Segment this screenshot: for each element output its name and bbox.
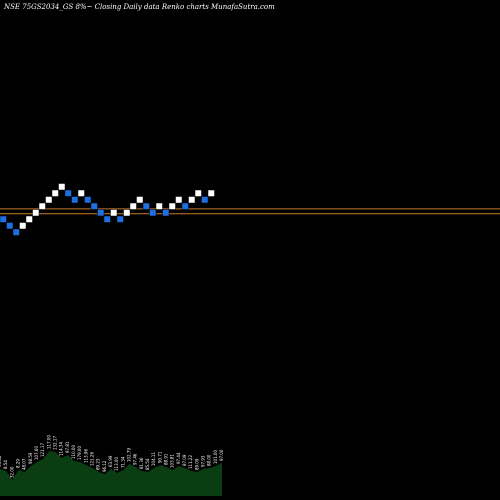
volume-label: 71.34 [120, 456, 125, 468]
renko-brick-up [45, 196, 53, 204]
volume-label: 95.46 [0, 455, 2, 467]
volume-label: 97.93 [201, 455, 206, 467]
volume-label: 63.99 [108, 455, 113, 467]
renko-brick-down [149, 209, 157, 217]
reference-lines [0, 208, 500, 215]
renko-brick-up [155, 202, 163, 210]
renko-brick-down [97, 209, 105, 217]
renko-brick-down [116, 215, 124, 223]
volume-label: 103.81 [170, 454, 175, 468]
renko-brick-down [90, 202, 98, 210]
volume-label: 32.00 [9, 466, 14, 478]
volume-label: 89.09 [194, 458, 199, 470]
volume-label: 132.17 [53, 436, 58, 450]
renko-brick-up [38, 202, 46, 210]
volume-label: 113.00 [114, 457, 119, 471]
renko-brick-up [123, 209, 131, 217]
renko-brick-down [201, 196, 209, 204]
renko-brick-up [58, 183, 66, 191]
volume-label: 87.09 [182, 454, 187, 466]
volume-label: 81.36 [139, 457, 144, 469]
volume-label: 89.23 [96, 458, 101, 470]
volume-label: 179.00 [77, 446, 82, 460]
volume-label: 102.79 [127, 448, 132, 462]
renko-brick-up [19, 222, 27, 230]
renko-brick-up [51, 189, 59, 197]
renko-brick-up [129, 202, 137, 210]
renko-brick-up [207, 189, 215, 197]
volume-label: 121.17 [40, 443, 45, 457]
volume-label: 104.11 [151, 452, 156, 466]
volume-label: 111.22 [188, 455, 193, 469]
volume-label: 85.54 [145, 458, 150, 470]
volume-label: 8.29 [16, 459, 21, 468]
volume-label: 98.59 [28, 452, 33, 464]
renko-brick-down [142, 202, 150, 210]
renko-brick-down [84, 196, 92, 204]
renko-brick-up [175, 196, 183, 204]
volume-label: 113.96 [83, 449, 88, 463]
volume-label: 48.07 [22, 458, 27, 470]
volume-label: 97.00 [219, 449, 224, 461]
renko-brick-down [71, 196, 79, 204]
volume-label: 110.00 [71, 445, 76, 459]
renko-brick-up [188, 196, 196, 204]
volume-label: 88.00 [207, 454, 212, 466]
volume-label: 97.81 [65, 441, 70, 453]
volume-label: 8.54 [3, 460, 8, 469]
volume-panel [0, 451, 222, 496]
volume-label: 90.71 [157, 451, 162, 463]
volume-label: 96.12 [102, 460, 107, 472]
renko-brick-up [110, 209, 118, 217]
renko-brick-up [25, 215, 33, 223]
volume-label: 97.44 [176, 452, 181, 464]
volume-label: 107.60 [34, 446, 39, 460]
renko-brick-down [0, 215, 7, 223]
renko-brick-down [64, 189, 72, 197]
renko-brick-down [181, 202, 189, 210]
chart-title: NSE 75GS2034_GS 8%~ Closing Daily data R… [3, 3, 275, 11]
renko-brick-down [103, 215, 111, 223]
volume-label: 114.34 [59, 442, 64, 456]
volume-label: 88.91 [164, 453, 169, 465]
volume-label: 121.26 [90, 452, 95, 466]
renko-brick-down [12, 228, 20, 236]
volume-label: 101.00 [213, 450, 218, 464]
renko-brick-up [168, 202, 176, 210]
renko-brick-down [6, 222, 14, 230]
volume-label: 117.00 [46, 435, 51, 449]
renko-brick-up [32, 209, 40, 217]
renko-brick-up [77, 189, 85, 197]
renko-bricks [0, 183, 215, 236]
volume-label: 97.46 [133, 453, 138, 465]
renko-brick-down [162, 209, 170, 217]
volume-area [0, 451, 222, 496]
renko-brick-up [194, 189, 202, 197]
renko-brick-up [136, 196, 144, 204]
